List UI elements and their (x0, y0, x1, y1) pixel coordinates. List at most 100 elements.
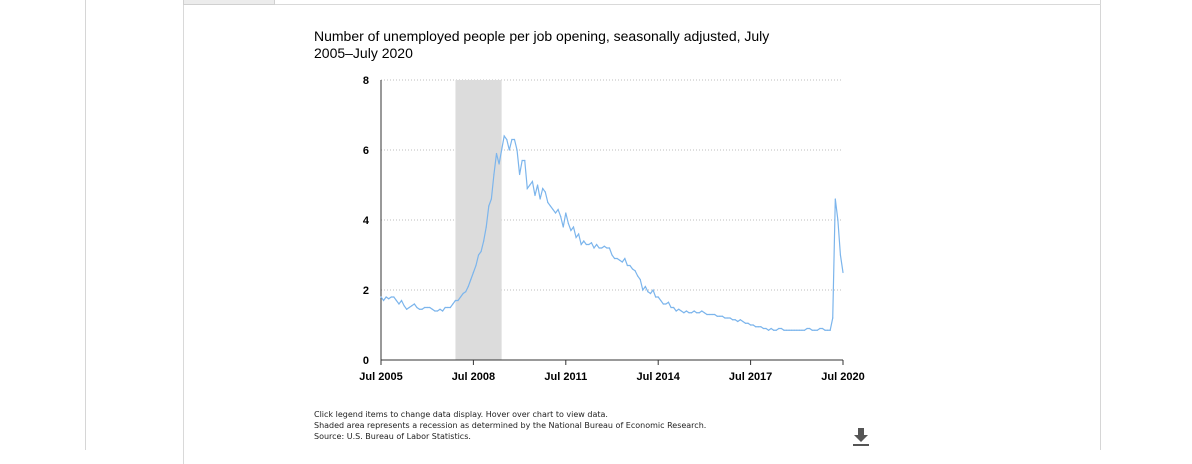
data-point[interactable] (829, 329, 831, 331)
data-point[interactable] (773, 329, 775, 331)
data-point[interactable] (588, 243, 590, 246)
data-point[interactable] (575, 236, 577, 239)
data-point[interactable] (752, 324, 754, 326)
data-point[interactable] (547, 201, 549, 204)
data-point[interactable] (732, 319, 734, 321)
data-point[interactable] (803, 329, 806, 331)
data-point[interactable] (390, 296, 392, 298)
data-point[interactable] (729, 317, 731, 319)
data-point[interactable] (649, 292, 652, 295)
data-point[interactable] (770, 327, 772, 330)
data-point[interactable] (821, 327, 824, 330)
data-point[interactable] (642, 289, 644, 291)
data-point[interactable] (832, 317, 834, 319)
data-point[interactable] (660, 299, 662, 302)
data-point[interactable] (462, 292, 464, 295)
data-point[interactable] (380, 296, 382, 298)
data-point[interactable] (757, 326, 759, 328)
data-point[interactable] (811, 329, 813, 331)
data-point[interactable] (783, 329, 785, 331)
download-button[interactable] (850, 425, 872, 447)
data-point[interactable] (775, 329, 777, 331)
data-point[interactable] (578, 233, 580, 235)
data-point[interactable] (637, 275, 639, 277)
data-point[interactable] (400, 299, 403, 302)
data-point[interactable] (429, 306, 431, 309)
data-point[interactable] (837, 219, 839, 221)
data-point[interactable] (778, 327, 780, 330)
data-point[interactable] (567, 222, 569, 225)
data-point[interactable] (434, 310, 436, 312)
data-point[interactable] (521, 159, 523, 162)
data-point[interactable] (839, 254, 842, 256)
data-point[interactable] (706, 313, 708, 316)
data-point[interactable] (842, 271, 844, 274)
data-point[interactable] (814, 329, 816, 331)
data-point[interactable] (767, 329, 770, 331)
data-point[interactable] (457, 299, 459, 302)
data-point[interactable] (506, 138, 508, 141)
data-point[interactable] (480, 250, 482, 253)
data-point[interactable] (552, 208, 554, 211)
data-point[interactable] (675, 310, 677, 312)
data-point[interactable] (750, 324, 752, 326)
data-point[interactable] (382, 299, 385, 302)
data-point[interactable] (536, 184, 539, 186)
data-point[interactable] (688, 312, 690, 314)
data-point[interactable] (616, 257, 618, 260)
data-point[interactable] (639, 278, 641, 281)
data-point[interactable] (590, 242, 593, 244)
data-point[interactable] (565, 212, 567, 214)
data-point[interactable] (485, 226, 487, 228)
data-point[interactable] (501, 149, 503, 151)
data-point[interactable] (436, 310, 439, 312)
data-point[interactable] (816, 329, 818, 331)
data-point[interactable] (477, 254, 480, 256)
data-point[interactable] (806, 327, 808, 330)
data-point[interactable] (539, 198, 541, 200)
data-point[interactable] (608, 247, 611, 249)
data-point[interactable] (827, 329, 829, 331)
data-point[interactable] (447, 306, 449, 309)
data-point[interactable] (665, 303, 667, 305)
data-point[interactable] (503, 135, 505, 137)
data-point[interactable] (834, 198, 836, 200)
data-point[interactable] (549, 205, 552, 207)
data-point[interactable] (801, 329, 803, 331)
data-point[interactable] (544, 191, 546, 193)
data-point[interactable] (449, 306, 451, 309)
data-point[interactable] (629, 264, 631, 267)
data-point[interactable] (393, 296, 395, 298)
data-point[interactable] (488, 205, 490, 207)
data-point[interactable] (570, 229, 572, 232)
data-point[interactable] (711, 313, 713, 316)
data-point[interactable] (708, 313, 711, 316)
data-point[interactable] (657, 296, 659, 298)
data-point[interactable] (524, 159, 526, 162)
data-point[interactable] (690, 312, 693, 314)
data-point[interactable] (631, 268, 634, 270)
data-point[interactable] (755, 326, 757, 328)
data-point[interactable] (742, 320, 744, 323)
data-point[interactable] (495, 152, 498, 155)
data-point[interactable] (398, 303, 400, 305)
data-point[interactable] (765, 327, 767, 330)
data-point[interactable] (465, 291, 467, 293)
data-point[interactable] (395, 299, 397, 302)
data-point[interactable] (626, 264, 629, 267)
data-point[interactable] (788, 329, 790, 331)
data-point[interactable] (444, 306, 446, 309)
data-point[interactable] (670, 306, 672, 309)
data-point[interactable] (693, 310, 695, 312)
data-point[interactable] (526, 187, 528, 190)
data-point[interactable] (490, 198, 492, 200)
data-point[interactable] (683, 312, 685, 314)
data-point[interactable] (747, 322, 749, 324)
data-point[interactable] (416, 306, 418, 309)
data-point[interactable] (819, 327, 821, 330)
data-point[interactable] (667, 301, 670, 303)
data-point[interactable] (421, 308, 423, 310)
data-point[interactable] (721, 315, 723, 317)
data-point[interactable] (624, 257, 626, 260)
data-point[interactable] (621, 261, 623, 263)
